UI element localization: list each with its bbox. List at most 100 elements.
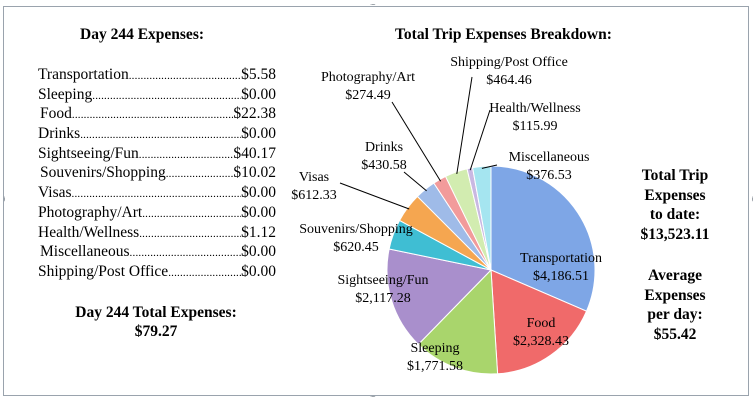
expense-row-transportation: Transportation $5.58 <box>38 66 276 86</box>
pie-label-name: Food <box>527 316 556 331</box>
resize-handle-top[interactable]: ‧‧‧‧ <box>370 1 376 9</box>
expense-row-sleeping: Sleeping $0.00 <box>38 86 276 106</box>
average-label-2: Expenses <box>644 286 706 304</box>
expense-amount: $10.02 <box>233 164 276 182</box>
pie-label-value: $2,328.43 <box>513 334 569 349</box>
expense-row-food: Food $22.38 <box>38 105 276 125</box>
expense-amount: $0.00 <box>241 262 276 280</box>
pie-slice-transportation <box>490 165 596 312</box>
pie-label-value: $430.58 <box>361 158 407 173</box>
expense-amount: $1.12 <box>241 223 276 241</box>
pie-label-value: $376.53 <box>526 168 572 183</box>
total-trip-summary: Total Trip Expenses to date: $13,523.11 <box>610 166 740 244</box>
total-trip-value: $13,523.11 <box>640 225 710 243</box>
expense-amount: $5.58 <box>241 66 276 83</box>
pie-label-name: Health/Wellness <box>489 101 580 116</box>
expense-row-sightseeing: Sightseeing/Fun $40.17 <box>38 145 276 165</box>
pie-label-miscellaneous: Miscellaneous $376.53 <box>509 150 590 183</box>
expense-label: Sleeping <box>38 85 93 103</box>
pie-label-name: Sleeping <box>411 341 460 356</box>
expense-row-shipping: Shipping/Post Office $0.00 <box>38 263 276 283</box>
pie-slice-food <box>490 269 588 375</box>
expense-row-health: Health/Wellness $1.12 <box>38 224 276 244</box>
pie-slice-sightseeing-fun <box>386 248 492 346</box>
leader-line-miscellaneous <box>481 164 498 169</box>
resize-handle-bottom[interactable]: ‧‧‧‧ <box>370 393 376 401</box>
expense-label: Health/Wellness <box>38 223 140 241</box>
expense-row-misc: Miscellaneous $0.00 <box>38 243 276 263</box>
pie-label-photography-art: Photography/Art $274.49 <box>321 70 415 103</box>
pie-slices <box>386 165 596 375</box>
pie-label-transportation: Transportation $4,186.51 <box>520 251 602 284</box>
expense-amount: $0.00 <box>241 184 276 202</box>
pie-label-name: Transportation <box>520 251 602 266</box>
pie-label-name: Sightseeing/Fun <box>337 273 428 288</box>
pie-label-value: $620.45 <box>333 240 379 255</box>
day-total: Day 244 Total Expenses: $79.27 <box>40 303 272 341</box>
pie-label-name: Miscellaneous <box>509 150 590 165</box>
pie-label-name: Souvenirs/Shopping <box>299 222 413 237</box>
expense-row-photography: Photography/Art $0.00 <box>38 204 276 224</box>
day-total-value: $79.27 <box>134 323 178 340</box>
day-expenses-list: Transportation $5.58 Sleeping $0.00 Food $2… <box>38 66 276 283</box>
pie-label-value: $612.33 <box>291 188 337 203</box>
average-label-1: Average <box>648 267 702 284</box>
expense-amount: $0.00 <box>241 243 276 261</box>
expense-amount: $0.00 <box>241 203 276 221</box>
total-trip-label-1: Total Trip <box>641 167 709 184</box>
expense-label: Visas <box>38 184 72 202</box>
expense-label: Photography/Art <box>38 203 143 221</box>
pie-label-name: Visas <box>299 170 329 185</box>
pie-slice-sleeping <box>417 268 499 375</box>
pie-leader-lines <box>339 76 498 210</box>
expense-label: Drinks <box>38 125 81 143</box>
expense-label: Shipping/Post Office <box>38 262 169 280</box>
pie-label-value: $4,186.51 <box>533 269 589 284</box>
expense-amount: $0.00 <box>241 85 276 103</box>
pie-label-name: Drinks <box>365 140 403 155</box>
pie-label-drinks: Drinks $430.58 <box>361 140 407 173</box>
expense-amount: $0.00 <box>241 125 276 143</box>
expense-label: Miscellaneous <box>40 243 130 261</box>
total-trip-label-2: Expenses <box>644 186 706 204</box>
leader-line-shipping-post-office <box>456 76 473 174</box>
expense-label: Transportation <box>38 66 129 83</box>
day-total-label: Day 244 Total Expenses: <box>75 304 237 321</box>
leader-line-photography-art <box>391 101 442 182</box>
expense-row-drinks: Drinks $0.00 <box>38 125 276 145</box>
expense-label: Souvenirs/Shopping <box>40 164 166 182</box>
pie-label-health-wellness: Health/Wellness $115.99 <box>489 101 580 134</box>
resize-handle-left[interactable]: ‧‧‧‧ <box>0 196 8 201</box>
expense-label: Food <box>40 105 72 123</box>
expense-row-visas: Visas $0.00 <box>38 184 276 204</box>
leader-line-health-wellness <box>469 109 491 171</box>
pie-label-shipping-post-office: Shipping/Post Office $464.46 <box>450 55 568 88</box>
pie-label-food: Food $2,328.43 <box>513 316 569 349</box>
average-label-3: per day: <box>647 306 703 323</box>
pie-label-value: $274.49 <box>345 88 391 103</box>
chart-frame <box>3 6 749 396</box>
total-trip-label-3: to date: <box>649 206 701 223</box>
pie-label-visas: Visas $612.33 <box>291 170 337 203</box>
resize-handle-right[interactable]: ‧‧‧‧ <box>748 196 754 201</box>
leader-line-drinks <box>403 171 427 192</box>
pie-label-sightseeing-fun: Sightseeing/Fun $2,117.28 <box>337 273 428 306</box>
leader-line-visas <box>339 182 410 210</box>
pie-label-value: $464.46 <box>486 73 532 88</box>
pie-labels: Transportation $4,186.51 Food $2,328.43 Slee… <box>291 55 602 374</box>
day-expenses-title: Day 244 Expenses: <box>80 26 205 43</box>
pie-label-name: Shipping/Post Office <box>450 55 568 70</box>
pie-label-name: Photography/Art <box>321 70 415 85</box>
chart-title: Total Trip Expenses Breakdown: <box>395 26 612 43</box>
expense-amount: $22.38 <box>233 105 276 123</box>
pie-label-value: $2,117.28 <box>355 291 410 306</box>
expense-row-souvenirs: Souvenirs/Shopping $10.02 <box>38 164 276 184</box>
pie-label-sleeping: Sleeping $1,771.58 <box>407 341 463 374</box>
pie-label-value: $1,771.58 <box>407 359 463 374</box>
pie-label-souvenirs-shopping: Souvenirs/Shopping $620.45 <box>299 222 413 255</box>
expense-amount: $40.17 <box>233 144 276 162</box>
pie-label-value: $115.99 <box>513 119 558 134</box>
expense-label: Sightseeing/Fun <box>38 144 139 162</box>
average-summary: Average Expenses per day: $55.42 <box>610 266 740 344</box>
